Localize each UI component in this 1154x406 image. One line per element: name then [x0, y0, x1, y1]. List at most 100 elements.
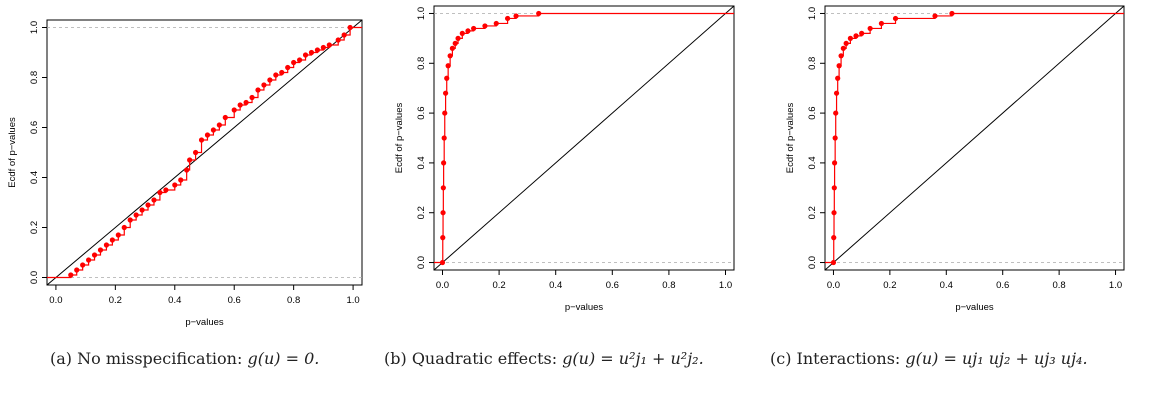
ecdf-point-38 [296, 57, 303, 63]
ecdf-point-18 [178, 177, 184, 183]
ecdf-point-32 [261, 82, 267, 88]
ecdf-point-5 [441, 135, 447, 141]
plot-area [47, 20, 362, 285]
x-tick-label-4: 0.8 [662, 280, 675, 291]
y-axis-label: Ecdf of p−values [394, 103, 405, 174]
plot-area [434, 6, 734, 270]
x-tick-label-3: 0.6 [228, 295, 241, 306]
ecdf-point-25 [216, 122, 222, 128]
ecdf-point-31 [255, 87, 261, 93]
y-tick-label-5: 1.0 [29, 21, 40, 34]
caption-b: (b) Quadratic effects: g(u) = u²j₁ + u²j… [384, 348, 764, 370]
ecdf-chart-b: 0.0 0.2 0.4 0.6 0.8 1.0 0.0 0.2 0.4 0.6 0.8 1.0 p−va… [394, 5, 735, 313]
ecdf-point-41 [314, 47, 321, 53]
ecdf-point-29 [243, 99, 249, 106]
ecdf-point-1 [831, 235, 837, 241]
ecdf-point-12 [452, 40, 458, 46]
ecdf-point-45 [341, 32, 347, 38]
ecdf-point-17 [172, 182, 178, 188]
reference-line-y-equals-x [434, 6, 734, 270]
ecdf-point-18 [892, 15, 899, 22]
ecdf-point-9 [836, 63, 842, 69]
reference-line-y-equals-x [47, 20, 362, 285]
caption-b-math: g(u) = u²j₁ + u²j₂. [562, 349, 704, 368]
ecdf-point-34 [273, 72, 279, 78]
ecdf-point-2 [80, 262, 86, 268]
y-tick-label-4: 0.8 [416, 57, 427, 70]
x-axis-label: p−values [565, 302, 604, 313]
ecdf-point-14 [151, 197, 157, 203]
ecdf-point-5 [832, 135, 838, 141]
ecdf-point-7 [109, 237, 115, 243]
ecdf-point-3 [831, 185, 837, 191]
ecdf-point-19 [184, 167, 190, 173]
x-axis-label: p−values [185, 317, 224, 328]
caption-a-label: (a) No misspecification: [50, 349, 248, 368]
ecdf-chart-c: 0.0 0.2 0.4 0.6 0.8 1.0 0.0 0.2 0.4 0.6 0.8 1.0 p−va… [785, 5, 1125, 313]
caption-c-math: g(u) = uj₁ uj₂ + uj₃ uj₄. [905, 349, 1088, 368]
ecdf-point-12 [139, 207, 145, 213]
ecdf-point-5 [97, 247, 104, 253]
x-tick-label-5: 1.0 [719, 280, 732, 291]
ecdf-point-23 [204, 132, 211, 138]
ecdf-point-3 [440, 185, 446, 191]
plot-frame [433, 5, 735, 271]
plot-area [825, 6, 1124, 270]
x-tick-label-4: 0.8 [287, 295, 300, 306]
ecdf-point-10 [127, 217, 133, 223]
ecdf-point-16 [163, 187, 169, 193]
x-tick-label-1: 0.2 [883, 280, 896, 291]
ecdf-point-20 [949, 10, 955, 17]
ecdf-point-39 [302, 52, 309, 58]
ecdf-point-3 [86, 257, 92, 263]
x-tick-label-2: 0.4 [940, 280, 953, 291]
ecdf-point-13 [847, 35, 853, 41]
x-tick-label-0: 0.0 [436, 280, 449, 291]
ecdf-point-11 [133, 212, 139, 218]
ecdf-point-19 [504, 15, 511, 22]
y-tick-label-4: 0.8 [29, 71, 40, 84]
y-tick-label-1: 0.2 [807, 206, 818, 219]
ecdf-point-21 [536, 10, 542, 17]
ecdf-point-13 [455, 35, 461, 41]
ecdf-point-0 [439, 259, 446, 266]
ecdf-point-33 [267, 77, 273, 83]
ecdf-point-36 [285, 64, 291, 71]
y-tick-label-0: 0.0 [416, 256, 427, 269]
caption-a-math: g(u) = 0. [247, 349, 320, 368]
ecdf-point-28 [237, 102, 243, 108]
x-tick-label-2: 0.4 [168, 295, 181, 306]
caption-b-label: (b) Quadratic effects: [384, 349, 563, 368]
ecdf-point-4 [91, 252, 98, 258]
ecdf-point-16 [867, 25, 873, 32]
ecdf-point-16 [471, 25, 477, 32]
ecdf-point-2 [831, 210, 837, 216]
ecdf-point-37 [291, 59, 297, 66]
caption-c: (c) Interactions: g(u) = uj₁ uj₂ + uj₃ u… [770, 348, 1154, 370]
ecdf-point-9 [445, 63, 451, 69]
y-tick-label-3: 0.6 [416, 106, 427, 119]
ecdf-point-26 [222, 114, 228, 121]
ecdf-point-1 [440, 235, 446, 241]
plot-frame [824, 5, 1125, 271]
ecdf-point-4 [831, 160, 838, 166]
ecdf-point-44 [335, 37, 341, 43]
x-tick-label-4: 0.8 [1053, 280, 1066, 291]
reference-line-y-equals-x [825, 6, 1124, 270]
y-tick-label-2: 0.4 [807, 156, 818, 169]
chart-panel-b: 0.0 0.2 0.4 0.6 0.8 1.0 0.0 0.2 0.4 0.6 0.8 1.0 p−va… [378, 0, 758, 340]
y-tick-label-5: 1.0 [416, 7, 427, 20]
ecdf-point-6 [833, 110, 839, 116]
ecdf-point-8 [835, 75, 841, 81]
ecdf-point-6 [103, 242, 110, 248]
ecdf-point-22 [198, 137, 205, 143]
y-axis-label: Ecdf of p−values [7, 117, 18, 188]
ecdf-point-13 [145, 202, 151, 208]
y-tick-label-4: 0.8 [807, 57, 818, 70]
ecdf-point-1 [74, 267, 80, 273]
ecdf-point-7 [833, 90, 840, 96]
ecdf-point-40 [308, 49, 315, 56]
ecdf-point-11 [840, 45, 846, 51]
ecdf-point-20 [513, 13, 519, 19]
x-tick-label-5: 1.0 [346, 295, 359, 306]
